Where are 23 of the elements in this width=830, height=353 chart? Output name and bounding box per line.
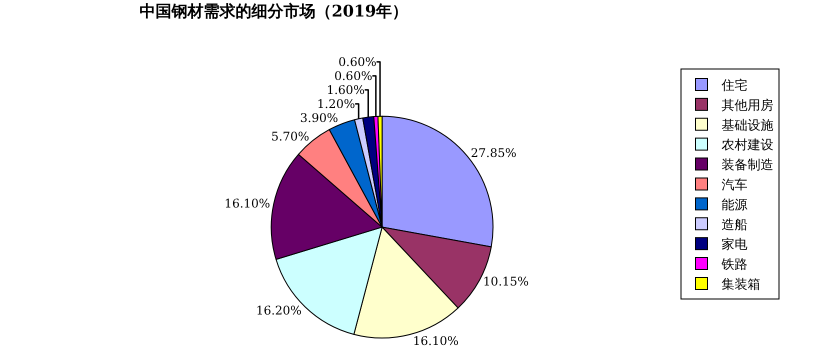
legend-label: 能源: [722, 198, 748, 213]
legend-label: 基础设施: [722, 118, 774, 134]
legend-label: 家电: [722, 236, 748, 253]
data-label: 5.70%: [271, 129, 310, 144]
legend-label: 农村建设: [722, 138, 774, 154]
data-label: 0.60%: [338, 54, 377, 69]
legend-label: 铁路: [720, 258, 748, 273]
data-label: 1.20%: [316, 96, 356, 111]
legend-label: 住宅: [720, 78, 748, 94]
data-label: 3.90%: [300, 110, 338, 125]
legend-label: 集装箱: [722, 278, 760, 293]
legend-label: 造船: [722, 218, 748, 233]
data-label: 16.10%: [224, 196, 270, 211]
legend-label: 汽车: [722, 178, 748, 194]
legend-label: 其他用房: [722, 97, 774, 114]
chart-title: 中国钢材需求的细分市场（2019年）: [140, 1, 408, 20]
legend-label: 装备制造: [722, 158, 774, 174]
data-label: 16.10%: [412, 334, 459, 348]
data-label: 27.85%: [470, 146, 516, 160]
data-label: 1.60%: [326, 82, 365, 97]
data-label: 10.15%: [483, 274, 529, 289]
data-label: 0.60%: [334, 68, 372, 83]
data-label: 16.20%: [256, 304, 302, 318]
